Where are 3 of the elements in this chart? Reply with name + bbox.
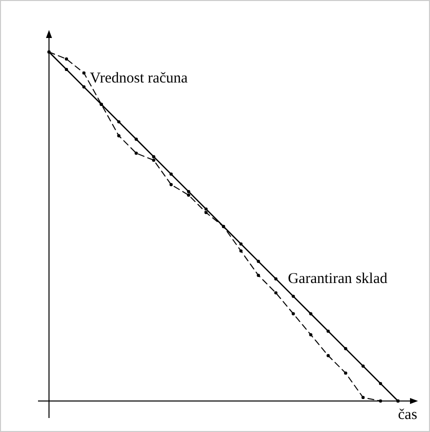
- series-label: Garantiran sklad: [288, 270, 388, 287]
- series-label: Vrednost računa: [90, 70, 188, 86]
- x-axis-title: čas: [398, 407, 418, 423]
